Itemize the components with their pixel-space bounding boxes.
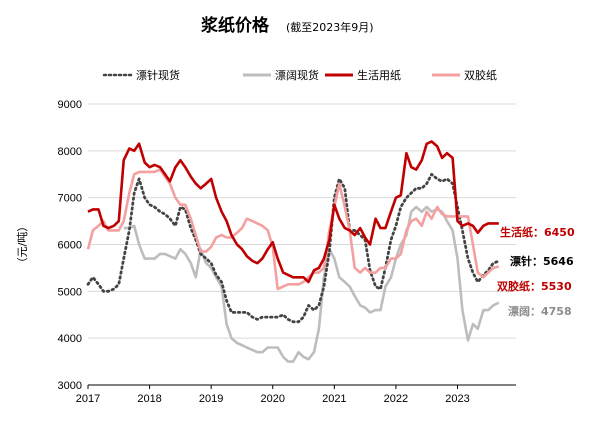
y-tick-label-8000: 8000 <box>58 146 82 158</box>
chart-subtitle: (截至2023年9月) <box>286 20 374 34</box>
x-tick-label-2018: 2018 <box>137 393 161 405</box>
series-1 <box>86 172 501 324</box>
axes: 3000 4000 5000 6000 7000 8000 9000 2017 2018 2019… <box>58 99 516 405</box>
series-line-4 <box>86 168 500 291</box>
chart-legend: 漂针现货 漂阔现货 生活用纸 双胶纸 <box>102 68 497 82</box>
end-label-3: 生活纸：6450 <box>500 225 575 239</box>
x-tick-label-2019: 2019 <box>199 393 223 405</box>
y-tick-label-7000: 7000 <box>58 193 82 205</box>
y-tick-label-5000: 5000 <box>58 286 82 298</box>
legend-label-3: 生活用纸 <box>357 68 401 82</box>
end-label-1: 漂针：5646 <box>510 254 574 268</box>
end-label-4: 双胶纸：5530 <box>497 279 572 293</box>
legend-label-1: 漂针现货 <box>136 68 180 82</box>
chart-title: 浆纸价格 <box>201 15 270 36</box>
x-tick-label-2023: 2023 <box>445 393 469 405</box>
end-labels: 漂针：5646 漂阔：4758 生活纸：6450 双胶纸：5530 <box>497 225 575 318</box>
legend-label-2: 漂阔现货 <box>275 68 319 82</box>
x-tick-label-2022: 2022 <box>384 393 408 405</box>
series-line-3 <box>87 140 499 284</box>
y-tick-label-6000: 6000 <box>58 240 82 252</box>
y-tick-label-9000: 9000 <box>58 99 82 111</box>
series-line-1 <box>86 172 501 324</box>
grid-lines <box>88 103 516 386</box>
series-4 <box>86 168 500 291</box>
y-axis-label: （元/吨） <box>16 221 29 269</box>
x-tick-label-2017: 2017 <box>76 393 100 405</box>
y-tick-label-4000: 4000 <box>58 333 82 345</box>
legend-label-4: 双胶纸 <box>464 68 497 82</box>
chart-title-group: 浆纸价格 (截至2023年9月) <box>201 15 374 36</box>
y-tick-label-3000: 3000 <box>58 380 82 392</box>
x-tick-label-2021: 2021 <box>322 393 346 405</box>
series-layer <box>86 140 501 363</box>
series-3 <box>87 140 499 284</box>
x-tick-label-2020: 2020 <box>261 393 285 405</box>
end-label-2: 漂阔：4758 <box>508 304 572 318</box>
